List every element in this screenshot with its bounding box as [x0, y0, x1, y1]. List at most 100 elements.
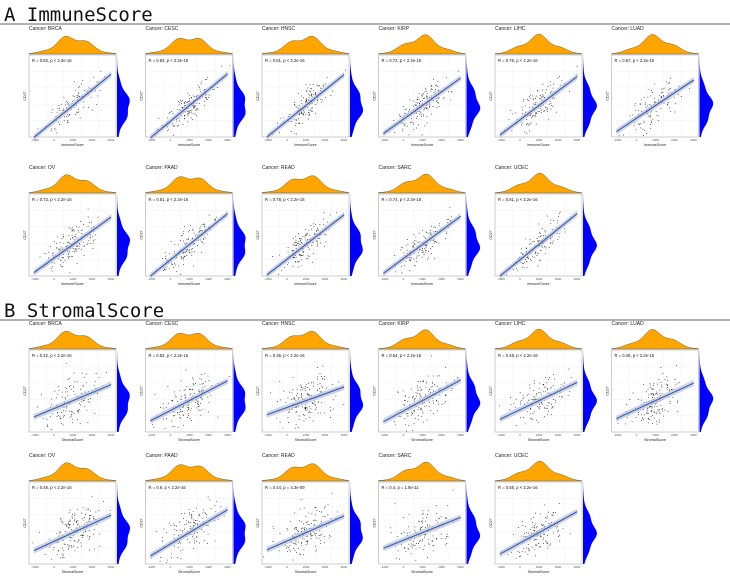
- data-point: [449, 206, 451, 208]
- data-point: [558, 236, 560, 238]
- data-point: [59, 264, 61, 266]
- data-point: [182, 414, 184, 416]
- data-point: [544, 92, 546, 94]
- data-point: [183, 257, 185, 258]
- data-point: [64, 524, 66, 525]
- data-point: [534, 98, 536, 99]
- data-point: [557, 238, 559, 240]
- data-point: [421, 252, 423, 254]
- cancer-label: Cancer: SARC: [379, 453, 412, 459]
- data-point: [96, 81, 98, 83]
- x-axis-label: StromalScore: [295, 570, 317, 574]
- data-point: [424, 107, 426, 109]
- data-point: [57, 549, 59, 551]
- regression-line: [616, 382, 694, 420]
- data-point: [400, 249, 402, 251]
- x-tick-label: -1000: [31, 138, 39, 142]
- data-point: [647, 96, 649, 98]
- data-point: [180, 235, 182, 237]
- data-point: [667, 384, 669, 386]
- data-point: [93, 516, 95, 518]
- data-point: [303, 111, 305, 113]
- data-point: [217, 416, 219, 418]
- data-point: [303, 114, 305, 116]
- data-point: [428, 510, 430, 512]
- data-point: [296, 388, 298, 390]
- data-point: [329, 214, 331, 216]
- data-point: [532, 241, 534, 242]
- data-point: [188, 415, 189, 416]
- data-point: [189, 542, 191, 544]
- data-point: [405, 108, 407, 110]
- data-point: [530, 532, 532, 534]
- data-point: [296, 551, 298, 553]
- data-point: [302, 113, 304, 115]
- data-point: [174, 244, 176, 246]
- data-point: [192, 388, 194, 390]
- data-point: [528, 124, 530, 126]
- data-point: [181, 234, 183, 236]
- data-point: [189, 528, 191, 529]
- data-point: [413, 545, 415, 546]
- data-point: [179, 410, 181, 412]
- data-point: [306, 99, 307, 101]
- data-point: [424, 520, 426, 522]
- data-point: [192, 536, 194, 537]
- data-point: [422, 229, 424, 231]
- data-point: [63, 557, 65, 559]
- plot-area: [494, 193, 583, 277]
- data-point: [182, 124, 184, 126]
- data-point: [623, 134, 625, 136]
- data-point: [416, 385, 418, 387]
- data-point: [541, 111, 542, 113]
- data-point: [298, 261, 300, 262]
- data-point: [659, 393, 660, 395]
- data-point: [289, 114, 291, 115]
- data-point: [68, 252, 70, 254]
- x-tick-label: 2000: [205, 433, 212, 437]
- data-point: [446, 543, 448, 545]
- data-point: [311, 382, 313, 384]
- data-point: [411, 547, 413, 549]
- data-point: [307, 523, 309, 525]
- data-point: [176, 525, 178, 527]
- x-tick-label: 1000: [303, 433, 310, 437]
- data-point: [422, 513, 423, 515]
- data-point: [306, 540, 308, 542]
- data-point: [295, 411, 297, 413]
- data-point: [524, 238, 526, 240]
- data-point: [78, 85, 80, 87]
- data-point: [185, 252, 187, 253]
- data-point: [645, 102, 647, 104]
- data-point: [545, 247, 547, 249]
- x-tick-label: 1000: [303, 138, 310, 142]
- data-point: [409, 259, 410, 261]
- data-point: [196, 407, 198, 409]
- data-point: [64, 391, 66, 393]
- data-point: [60, 531, 62, 533]
- data-point: [555, 111, 557, 113]
- data-point: [321, 99, 323, 101]
- data-point: [220, 506, 222, 508]
- data-point: [71, 517, 73, 519]
- data-point: [651, 414, 653, 416]
- data-point: [89, 221, 91, 223]
- data-point: [550, 219, 552, 221]
- data-point: [311, 107, 313, 109]
- x-tick-label: -1000: [148, 138, 156, 142]
- data-point: [298, 397, 300, 398]
- data-point: [203, 243, 205, 245]
- data-point: [631, 420, 633, 422]
- data-point: [312, 385, 314, 387]
- data-point: [174, 262, 175, 264]
- data-point: [191, 517, 193, 518]
- data-point: [306, 535, 308, 537]
- data-point: [304, 407, 306, 409]
- x-tick-label: 0: [519, 565, 521, 569]
- x-axis-label: ImmuneScore: [294, 143, 316, 147]
- data-point: [90, 96, 92, 98]
- data-point: [410, 388, 412, 390]
- data-point: [320, 412, 322, 414]
- data-point: [295, 528, 297, 530]
